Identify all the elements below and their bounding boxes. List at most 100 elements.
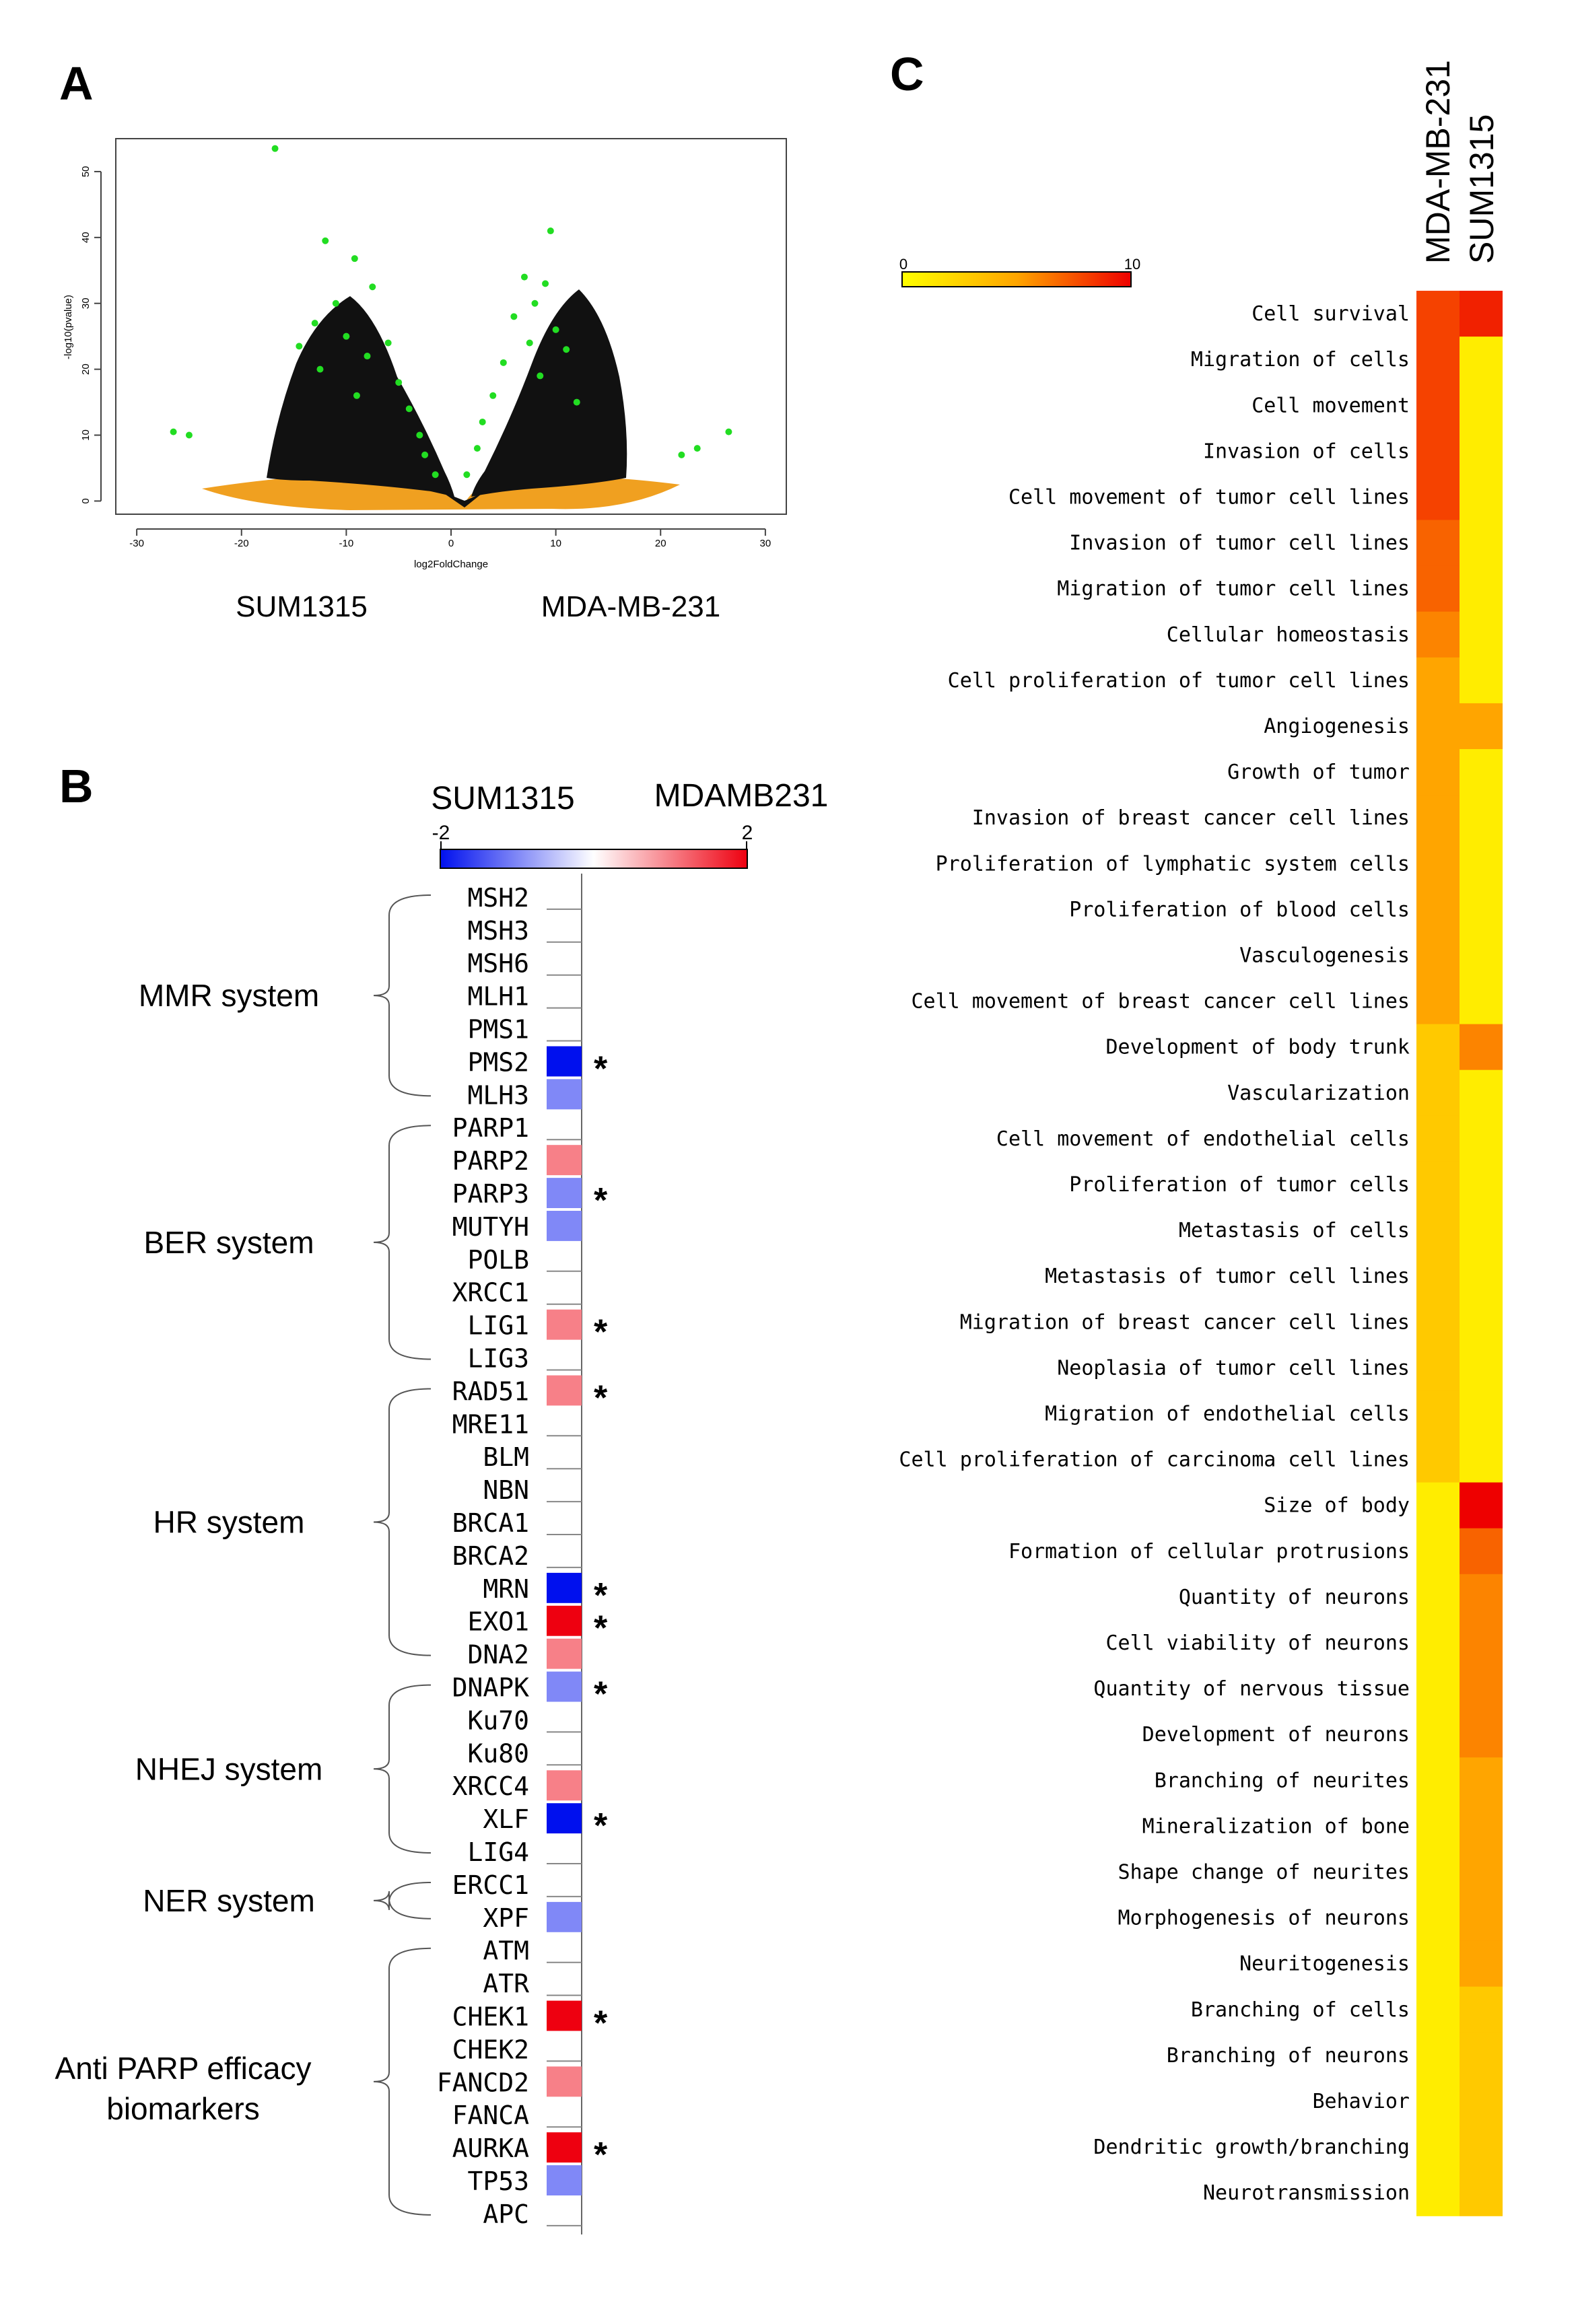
group-label: HR system — [153, 1505, 305, 1540]
gene-label: TP53 — [467, 2167, 529, 2196]
gene-label: PARP2 — [452, 1146, 529, 1176]
x-axis-label: log2FoldChange — [414, 559, 488, 570]
function-cell — [1416, 703, 1460, 750]
gene-label: DNAPK — [452, 1673, 530, 1703]
function-cell — [1460, 1161, 1503, 1208]
function-cell — [1460, 1024, 1503, 1071]
function-cell — [1460, 1528, 1503, 1575]
group-label: NER system — [143, 1883, 315, 1918]
function-cell — [1416, 474, 1460, 521]
function-cell — [1460, 1986, 1503, 2033]
highlight-point — [296, 343, 303, 350]
dna-repair-heatmap: SUM1315 MDAMB231 -2 2 MSH2MSH3MSH6MLH1PM… — [55, 778, 828, 2234]
function-cell — [1416, 978, 1460, 1025]
gene-cell — [547, 1211, 582, 1241]
function-cell — [1416, 337, 1460, 383]
volcano-plot: -30 -20 -10 0 10 20 30 0 10 20 30 40 50 log2FoldChan… — [63, 138, 787, 623]
group-bracket — [373, 1947, 432, 2216]
function-label: Branching of neurites — [1155, 1769, 1410, 1792]
x-tick-label: 30 — [760, 538, 771, 549]
highlight-point — [463, 471, 471, 479]
significance-star: * — [594, 1806, 608, 1845]
highlight-point — [563, 346, 570, 353]
gene-label: PMS1 — [467, 1015, 529, 1045]
function-cell — [1460, 932, 1503, 979]
function-cell — [1460, 657, 1503, 704]
function-heatmap: 0 10 MDA-MB-231 SUM1315 Cell survival Mig… — [899, 60, 1503, 2216]
highlight-point — [353, 392, 360, 399]
volcano-plot-frame — [115, 138, 787, 515]
highlight-point — [531, 300, 539, 307]
gene-label: Ku80 — [467, 1738, 529, 1768]
function-label: Cell movement of breast cancer cell line… — [911, 990, 1410, 1014]
highlight-point — [473, 445, 481, 452]
gene-cell — [547, 2132, 582, 2163]
function-cell — [1460, 428, 1503, 474]
function-cell — [1460, 1712, 1503, 1758]
group-label: BER system — [143, 1225, 314, 1260]
gene-label: LIG4 — [467, 1837, 529, 1867]
gene-label: XLF — [483, 1804, 529, 1834]
highlight-point — [500, 359, 507, 366]
function-cell — [1460, 1666, 1503, 1712]
significance-star: * — [594, 1576, 608, 1615]
function-cell — [1460, 611, 1503, 658]
highlight-point — [489, 392, 497, 399]
column-label-sum1315: SUM1315 — [1463, 114, 1501, 264]
significance-star: * — [594, 1313, 608, 1352]
gene-label: POLB — [467, 1245, 529, 1275]
function-label: Vasculogenesis — [1239, 944, 1410, 967]
highlight-point — [547, 227, 554, 235]
function-cell — [1416, 1757, 1460, 1804]
x-tick-label: -20 — [234, 538, 249, 549]
function-label: Metastasis of tumor cell lines — [1045, 1265, 1410, 1288]
gene-cell — [547, 1671, 582, 1702]
function-label: Migration of cells — [1191, 348, 1410, 372]
gene-label: MRE11 — [452, 1409, 529, 1439]
function-cell — [1460, 1757, 1503, 1804]
highlight-point — [185, 431, 193, 439]
function-cell — [1460, 1299, 1503, 1345]
function-label: Size of body — [1264, 1494, 1410, 1518]
x-tick-label: 20 — [655, 538, 666, 549]
function-label: Neurotransmission — [1203, 2181, 1410, 2205]
x-tick-label: -10 — [339, 538, 354, 549]
gene-cell — [547, 1046, 582, 1077]
y-tick-label: 0 — [80, 498, 92, 503]
function-cell — [1460, 1803, 1503, 1850]
gene-label: AURKA — [452, 2134, 530, 2163]
function-cell — [1416, 2124, 1460, 2171]
significance-star: * — [594, 1609, 608, 1648]
function-cell — [1460, 382, 1503, 429]
cell-line-label-sum1315: SUM1315 — [236, 590, 368, 623]
gene-cell — [547, 1375, 582, 1406]
function-label: Cell survival — [1251, 302, 1410, 326]
function-cell — [1460, 2078, 1503, 2125]
function-label: Migration of tumor cell lines — [1057, 577, 1410, 601]
function-label: Cell viability of neurons — [1105, 1631, 1410, 1655]
function-cell — [1460, 1253, 1503, 1300]
highlight-point — [725, 428, 732, 435]
function-cell — [1416, 1024, 1460, 1071]
function-label: Shape change of neurites — [1118, 1860, 1410, 1884]
highlight-point — [369, 283, 376, 291]
gene-label: FANCA — [452, 2101, 530, 2130]
gene-label: LIG3 — [467, 1344, 529, 1374]
panel-letter-c: C — [890, 48, 924, 100]
function-cell — [1460, 1482, 1503, 1529]
function-label: Growth of tumor — [1227, 761, 1410, 784]
function-labels: Cell survival Migration of cells Cell move… — [899, 302, 1410, 2205]
function-cell — [1416, 1345, 1460, 1391]
function-label: Quantity of neurons — [1179, 1586, 1410, 1609]
volcano-point-cloud — [202, 289, 680, 510]
significance-star: * — [594, 2004, 608, 2043]
gene-label: CHEK2 — [452, 2035, 529, 2064]
function-cell — [1416, 2078, 1460, 2125]
function-label: Cellular homeostasis — [1167, 623, 1410, 647]
function-cell — [1416, 1253, 1460, 1300]
function-label: Branching of cells — [1191, 1998, 1410, 2022]
function-label: Proliferation of lymphatic system cells — [936, 852, 1410, 876]
highlight-point — [271, 145, 279, 152]
function-cell — [1416, 2170, 1460, 2216]
gene-cell — [547, 2000, 582, 2031]
